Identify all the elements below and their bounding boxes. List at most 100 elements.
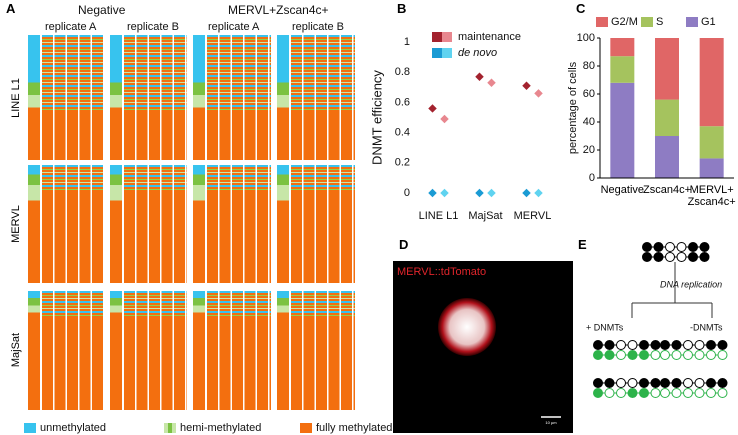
row-label: MajSat	[10, 332, 22, 368]
point	[522, 81, 531, 91]
profile-bar	[193, 291, 205, 410]
y-tick-label: 0	[589, 172, 595, 184]
group-label: Negative	[78, 3, 126, 17]
cpg	[653, 242, 664, 252]
legend-label: de novo	[458, 47, 497, 59]
cpg	[593, 388, 603, 398]
point	[428, 188, 437, 198]
cpg	[616, 340, 626, 350]
cpg	[676, 242, 687, 252]
y-axis-label: percentage of cells	[567, 61, 579, 154]
x-tick-label: LINE L1	[419, 210, 459, 222]
y-tick-label: 0.2	[395, 157, 410, 169]
legend-swatch	[442, 32, 452, 42]
legend-swatch	[164, 423, 176, 433]
cpg	[642, 252, 652, 262]
legend-label: fully methylated	[316, 422, 393, 434]
scale-label: 10 µm	[545, 420, 557, 425]
cpg	[688, 242, 698, 252]
bar-segment	[699, 126, 724, 159]
y-tick-label: 0.8	[395, 66, 410, 78]
profile-bar	[277, 35, 289, 160]
legend-label: unmethylated	[40, 422, 107, 434]
group-label: MERVL+Zscan4c+	[228, 3, 329, 17]
point	[534, 89, 543, 98]
y-tick-label: 20	[583, 144, 595, 156]
panel-letter: D	[399, 237, 409, 252]
legend-swatch	[300, 423, 312, 433]
micrograph-label: MERVL::tdTomato	[397, 266, 486, 278]
bar-segment	[699, 38, 724, 127]
cpg	[627, 388, 638, 398]
profile-bar	[110, 35, 122, 160]
cpg	[642, 242, 652, 252]
point	[475, 72, 484, 81]
cpg	[694, 350, 705, 360]
read-block	[124, 291, 187, 410]
read-block	[291, 291, 355, 410]
profile-bar	[28, 35, 40, 160]
cpg	[683, 378, 693, 388]
cpg	[604, 388, 615, 398]
point	[487, 78, 496, 88]
cpg	[627, 340, 638, 350]
cpg	[706, 378, 716, 388]
cpg	[671, 378, 682, 388]
legend-label: hemi-methylated	[180, 422, 262, 434]
x-tick-label: Zscan4c+	[643, 184, 691, 196]
cpg	[650, 378, 661, 388]
panel-letter: A	[6, 1, 16, 16]
cpg	[604, 350, 615, 360]
read-block	[42, 165, 104, 283]
cpg	[676, 252, 687, 262]
legend-label: G1	[701, 16, 716, 28]
cpg	[683, 388, 693, 398]
cpg	[639, 340, 649, 350]
legend-swatch	[442, 48, 452, 58]
legend-swatch	[641, 17, 653, 27]
cpg	[717, 340, 728, 350]
cpg	[639, 350, 649, 360]
point	[522, 188, 531, 198]
cell	[438, 298, 496, 356]
legend-swatch	[432, 32, 442, 42]
bar-segment	[699, 158, 724, 178]
cpg	[616, 350, 626, 360]
cpg	[699, 252, 710, 262]
cpg	[653, 252, 664, 262]
read-block	[207, 291, 271, 410]
cpg	[717, 378, 728, 388]
row-label: LINE L1	[10, 78, 22, 118]
bar-segment	[610, 56, 635, 83]
read-block	[124, 35, 187, 160]
profile-bar	[193, 165, 205, 283]
minus-label: -DNMTs	[690, 322, 723, 332]
replicate-label: replicate A	[45, 21, 97, 33]
cpg	[699, 242, 710, 252]
cpg	[706, 350, 716, 360]
bar-segment	[655, 99, 679, 136]
y-tick-label: 0.4	[395, 127, 410, 139]
legend-swatch	[596, 17, 608, 27]
bar-segment	[655, 38, 679, 100]
cpg	[627, 378, 638, 388]
point	[487, 188, 496, 198]
cpg	[671, 340, 682, 350]
point	[534, 188, 543, 198]
cpg	[694, 388, 705, 398]
y-axis-label: DNMT efficiency	[369, 70, 384, 165]
read-block	[42, 291, 104, 410]
cpg	[593, 378, 603, 388]
cpg	[604, 378, 615, 388]
cpg	[660, 340, 670, 350]
cpg	[639, 378, 649, 388]
cpg	[660, 378, 670, 388]
panel-letter: B	[397, 1, 407, 16]
cpg	[660, 388, 670, 398]
point	[475, 188, 484, 198]
legend-swatch	[432, 48, 442, 58]
legend-swatch	[24, 423, 36, 433]
read-block	[207, 165, 271, 283]
